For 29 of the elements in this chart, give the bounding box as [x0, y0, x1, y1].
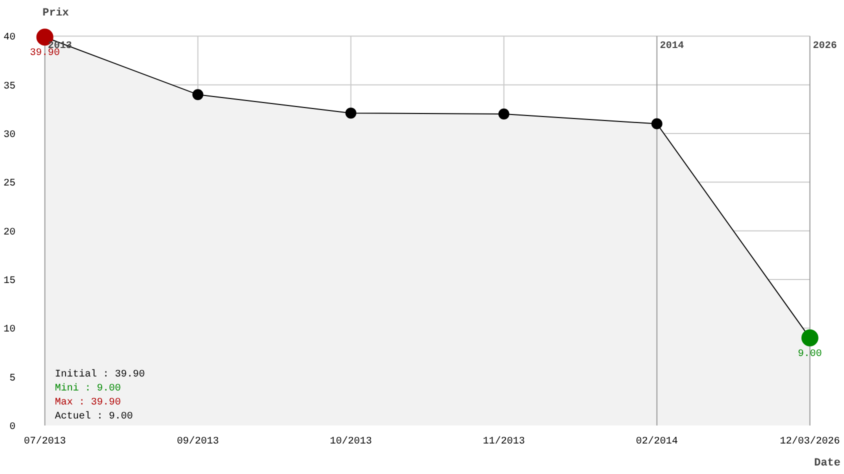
x-tick-label: 09/2013: [176, 436, 219, 448]
y-tick-label: 35: [4, 81, 16, 92]
point: [345, 108, 356, 119]
annotation: Initial : 39.90: [54, 368, 145, 380]
y-tick-label: 25: [4, 178, 16, 190]
data-label: 39.90: [30, 48, 60, 60]
x-tick-label: 10/2013: [330, 436, 372, 448]
x-tick-label: 07/2013: [24, 436, 66, 448]
ref-line-label: 2014: [660, 41, 684, 52]
y-axis-title: Prix: [42, 8, 70, 20]
y-tick-label: 10: [4, 324, 16, 336]
y-tick-label: 20: [4, 227, 16, 238]
ref-line-label: 2026: [812, 41, 837, 52]
y-tick-label: 30: [4, 130, 16, 142]
y-tick-label: 15: [4, 276, 16, 288]
point: [651, 118, 662, 130]
x-tick-label: 12/03/2026: [780, 436, 840, 448]
data-label: 9.00: [798, 348, 822, 360]
y-tick-label: 40: [4, 32, 16, 44]
point: [192, 89, 204, 100]
x-tick-label: 02/2014: [636, 436, 678, 448]
annotation: Mini : 9.00: [54, 382, 121, 394]
annotation: Max : 39.90: [54, 398, 121, 408]
point: [498, 108, 510, 120]
y-tick-label: 0: [10, 422, 16, 433]
annotation: Actuel : 9.00: [54, 410, 133, 422]
x-axis-title: Date: [814, 458, 841, 470]
x-tick-label: 11/2013: [482, 436, 525, 448]
y-tick-label: 5: [10, 373, 16, 384]
